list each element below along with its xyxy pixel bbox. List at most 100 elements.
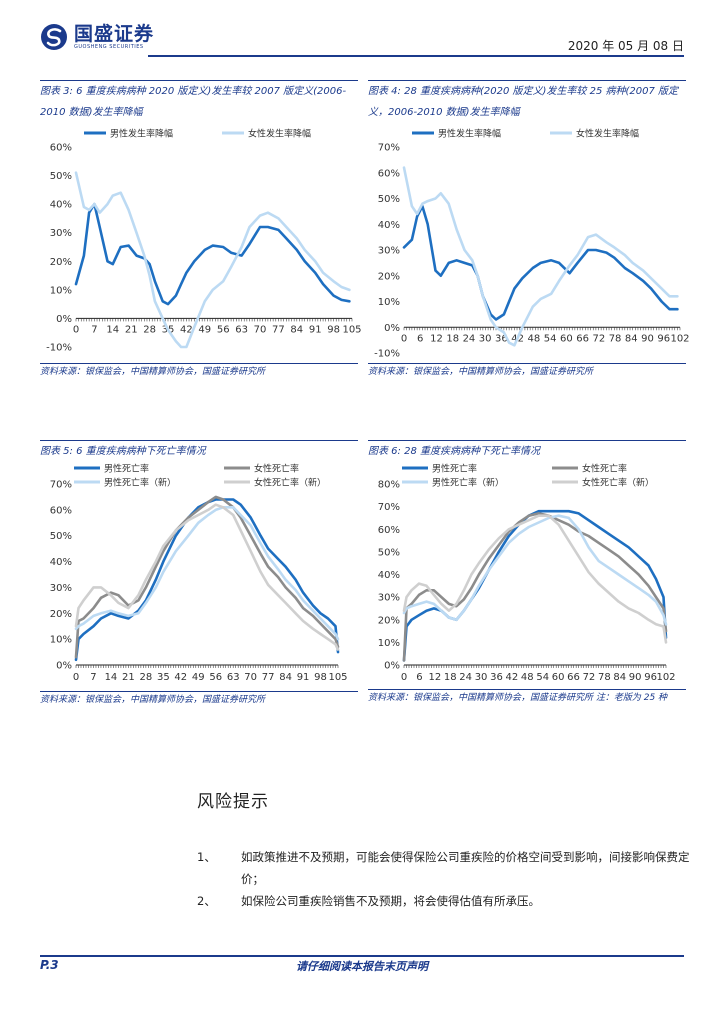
risk-item-text: 如保险公司重疾险销售不及预期，将会使得估值有所承压。 — [241, 894, 540, 908]
y-tick-label: 0% — [384, 661, 400, 672]
x-tick-label: 96 — [644, 672, 657, 683]
series-line — [402, 204, 679, 321]
figure-5-caption: 图表 5: 6 重度疾病病种下死亡率情况 — [40, 440, 358, 462]
x-tick-label: 12 — [430, 333, 443, 344]
y-tick-label: 40% — [378, 220, 400, 231]
x-tick-label: 24 — [463, 333, 476, 344]
x-tick-label: 14 — [106, 324, 119, 335]
x-tick-label: 90 — [629, 672, 642, 683]
footer-disclaimer: 请仔细阅读本报告末页声明 — [296, 960, 428, 973]
series-line — [74, 498, 340, 662]
x-tick-label: 98 — [327, 324, 340, 335]
x-tick-label: 70 — [254, 324, 267, 335]
y-tick-label: -10% — [374, 349, 400, 360]
x-tick-label: 63 — [235, 324, 248, 335]
y-tick-label: 10% — [50, 635, 72, 646]
x-tick-label: 105 — [342, 324, 361, 335]
legend-label: 女性发生率降幅 — [248, 128, 311, 140]
risk-item: 2、 如保险公司重疾险销售不及预期，将会使得估值有所承压。 — [197, 890, 691, 912]
y-tick-label: 10% — [50, 285, 72, 296]
x-tick-label: 84 — [613, 672, 626, 683]
legend-label: 男性死亡率（新） — [104, 477, 176, 489]
x-tick-label: 36 — [490, 672, 503, 683]
legend-label: 女性死亡率 — [254, 463, 299, 475]
y-tick-label: 30% — [50, 583, 72, 594]
y-tick-label: 60% — [378, 525, 400, 536]
x-tick-label: 6 — [416, 672, 422, 683]
x-tick-label: 98 — [314, 672, 327, 683]
y-tick-label: 60% — [50, 505, 72, 516]
x-tick-label: 72 — [583, 672, 596, 683]
company-logo: 国盛证券 GUOSHENG SECURITIES — [40, 22, 154, 52]
x-tick-label: 21 — [122, 672, 135, 683]
y-tick-label: 0% — [384, 323, 400, 334]
risk-item-number: 2、 — [197, 894, 216, 908]
series-line — [74, 171, 351, 349]
x-tick-label: 30 — [479, 333, 492, 344]
x-tick-label: 84 — [279, 672, 292, 683]
logo-text-cn: 国盛证券 — [74, 23, 155, 45]
x-tick-label: 42 — [174, 672, 187, 683]
x-tick-label: 18 — [446, 333, 459, 344]
x-tick-label: 49 — [192, 672, 205, 683]
logo-icon — [41, 24, 67, 50]
legend-label: 男性发生率降幅 — [438, 128, 501, 140]
figure-4-caption: 图表 4: 28 重度疾病病种(2020 版定义)发生率较 25 病种(2007… — [368, 80, 686, 123]
figure-3-source: 资料来源：银保监会，中国精算师协会，国盛证券研究所 — [40, 363, 358, 378]
x-tick-label: 0 — [401, 672, 407, 683]
x-tick-label: 49 — [198, 324, 211, 335]
figure-3-caption: 图表 3: 6 重度疾病病种 2020 版定义)发生率较 2007 版定义(20… — [40, 80, 358, 123]
y-tick-label: 30% — [378, 246, 400, 257]
risk-item: 1、 如政策推进不及预期，可能会使得保险公司重疾险的价格空间受到影响，间接影响保费… — [197, 846, 691, 890]
x-tick-label: 84 — [625, 333, 638, 344]
series-line — [74, 202, 351, 306]
x-tick-label: 28 — [143, 324, 156, 335]
legend-label: 女性发生率降幅 — [576, 128, 639, 140]
x-tick-label: 77 — [262, 672, 275, 683]
page-number: P.3 — [40, 958, 59, 972]
y-tick-label: 70% — [50, 480, 72, 491]
legend-label: 男性发生率降幅 — [110, 128, 173, 140]
x-tick-label: 0 — [73, 672, 79, 683]
x-tick-label: 78 — [609, 333, 622, 344]
y-tick-label: 30% — [50, 228, 72, 239]
risk-item-number: 1、 — [197, 850, 216, 864]
x-tick-label: 102 — [656, 672, 675, 683]
x-tick-label: 7 — [91, 324, 97, 335]
x-tick-label: 78 — [598, 672, 611, 683]
footer-divider — [40, 955, 684, 957]
figure-6-source: 资料来源：银保监会，中国精算师协会，国盛证券研究所 注：老版为 25 种 — [368, 689, 686, 704]
x-tick-label: 91 — [297, 672, 310, 683]
x-tick-label: 96 — [657, 333, 670, 344]
x-tick-label: 63 — [227, 672, 240, 683]
figure-6-chart: 0% 10% 20% 30% 40% 50% 60% 70% 80% 0 6 12 18 24 30 36 42… — [378, 463, 676, 684]
y-tick-label: 20% — [378, 615, 400, 626]
x-tick-label: 77 — [272, 324, 285, 335]
x-tick-label: 48 — [521, 672, 534, 683]
x-tick-label: 91 — [309, 324, 322, 335]
x-tick-label: 12 — [428, 672, 441, 683]
x-tick-label: 54 — [536, 672, 549, 683]
y-tick-label: 80% — [378, 480, 400, 491]
x-tick-label: 35 — [157, 672, 170, 683]
legend-label: 男性死亡率 — [104, 463, 149, 475]
x-tick-label: 102 — [670, 333, 689, 344]
series-line — [74, 503, 340, 651]
x-tick-label: 72 — [592, 333, 605, 344]
x-tick-label: 28 — [139, 672, 152, 683]
x-tick-label: 18 — [444, 672, 457, 683]
figure-6-caption: 图表 6: 28 重度疾病病种下死亡率情况 — [368, 440, 686, 462]
y-tick-label: 50% — [50, 171, 72, 182]
x-tick-label: 0 — [73, 324, 79, 335]
report-date: 2020 年 05 月 08 日 — [567, 39, 684, 53]
x-tick-label: 66 — [567, 672, 580, 683]
x-tick-label: 105 — [328, 672, 347, 683]
x-tick-label: 42 — [506, 672, 519, 683]
y-tick-label: 0% — [56, 314, 72, 325]
figure-5-source: 资料来源：银保监会，中国精算师协会，国盛证券研究所 — [40, 691, 358, 706]
y-tick-label: 20% — [50, 257, 72, 268]
figure-4-source: 资料来源：银保监会，中国精算师协会，国盛证券研究所 — [368, 363, 686, 378]
y-tick-label: -10% — [46, 343, 72, 354]
legend-label: 女性死亡率（新） — [582, 477, 654, 489]
legend-label: 女性死亡率（新） — [254, 477, 326, 489]
